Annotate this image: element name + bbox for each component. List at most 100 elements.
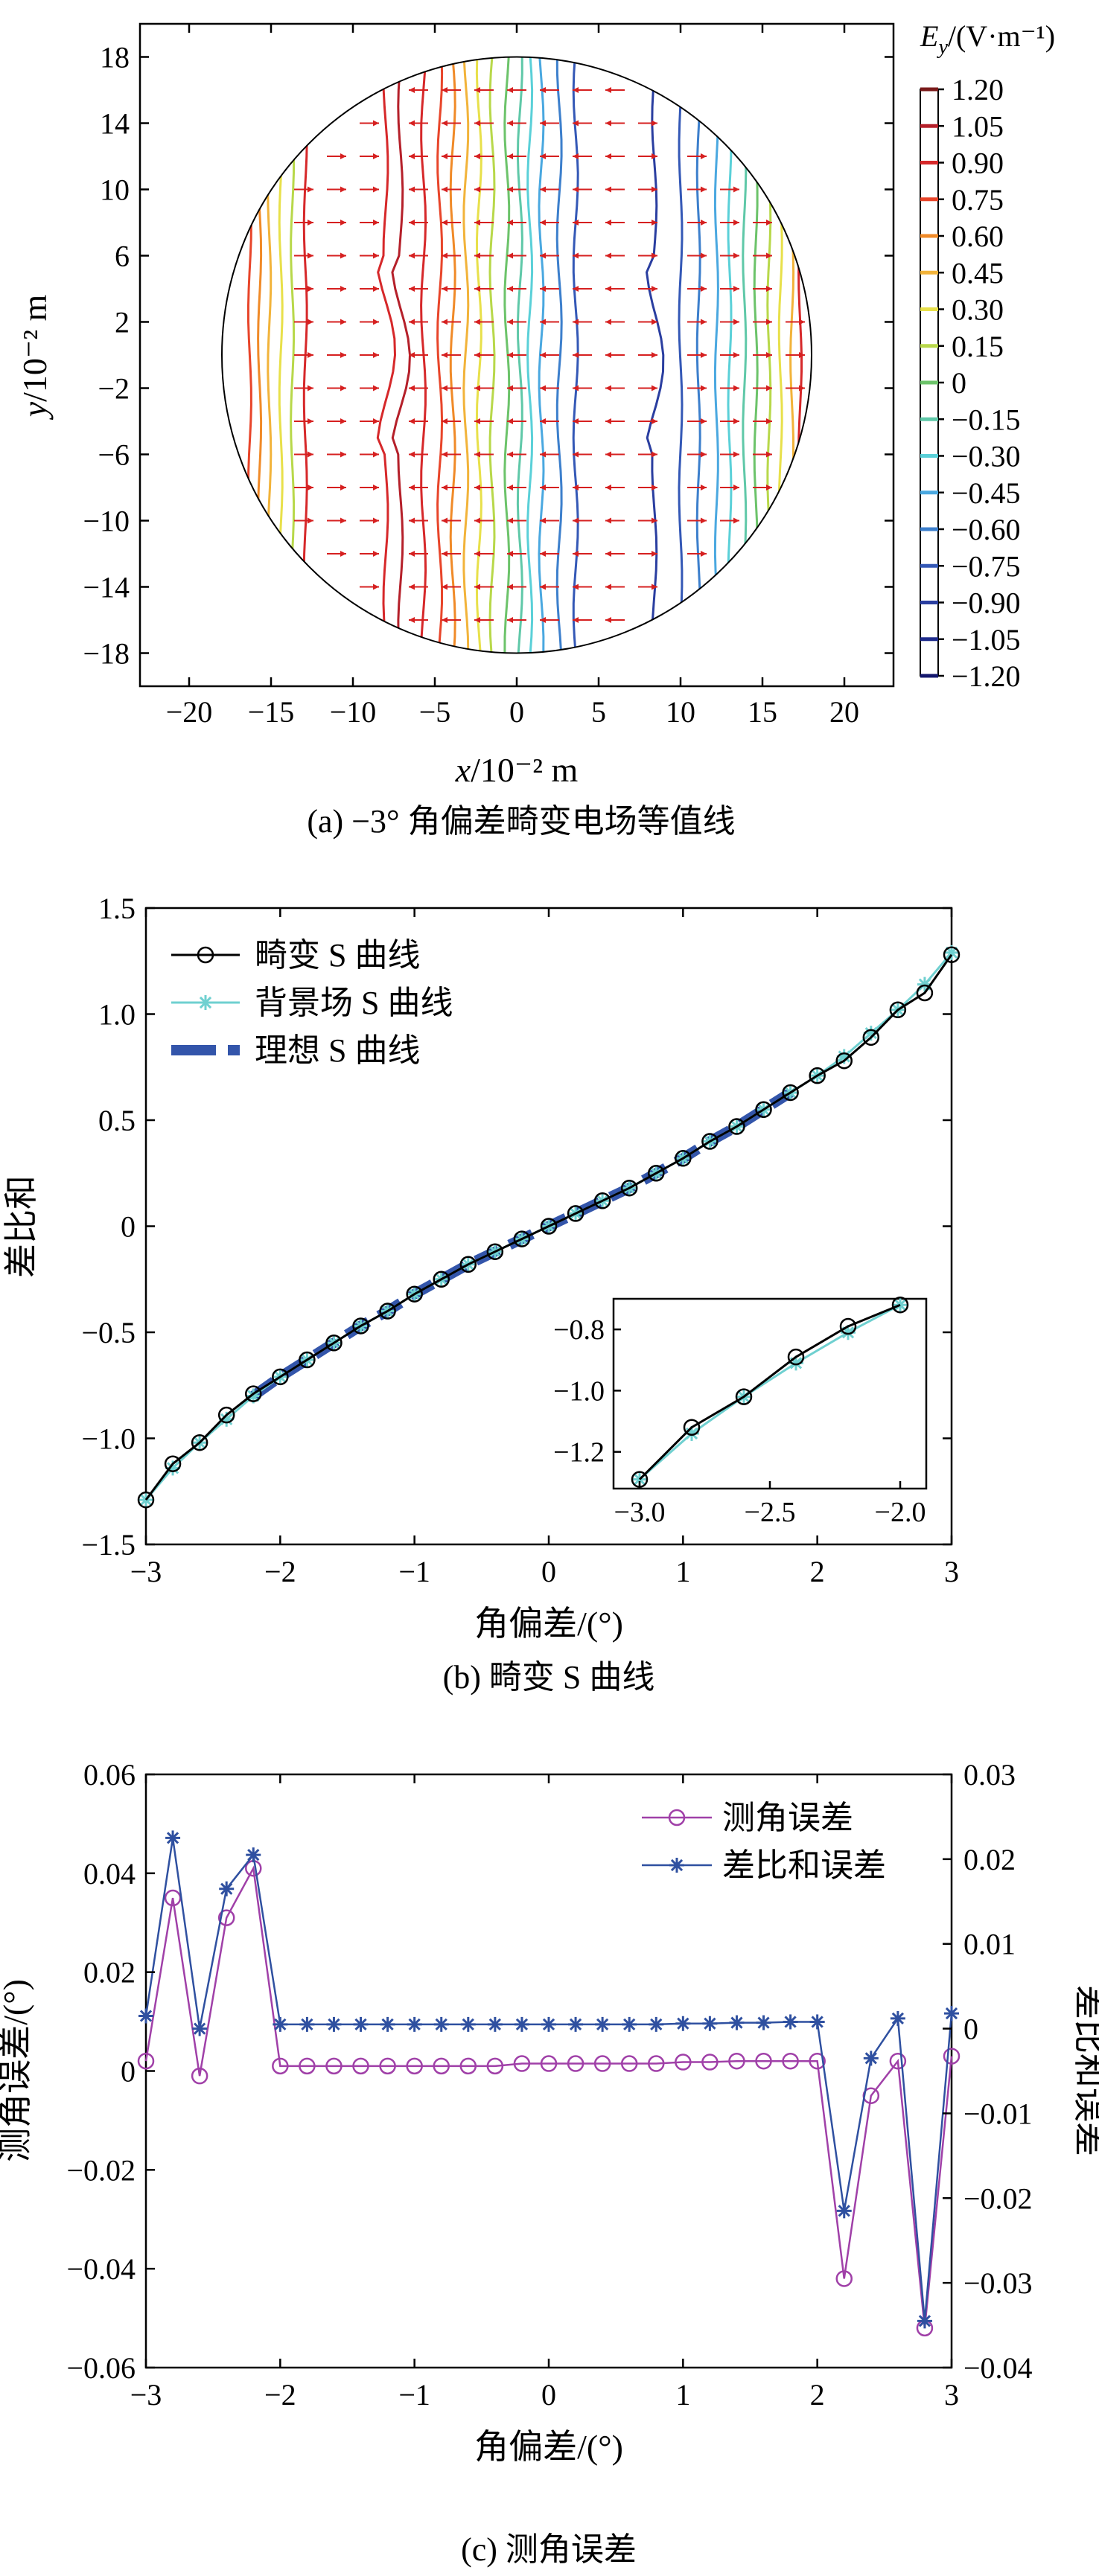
- series-ratio-error-point: [890, 2010, 905, 2026]
- colorbar-label: 1.20: [952, 73, 1004, 106]
- series-distorted-point: [486, 1243, 504, 1260]
- field-arrowhead: [340, 286, 346, 292]
- field-arrowhead: [442, 551, 447, 557]
- field-arrowhead: [766, 220, 772, 226]
- inset-x-tick-label: −3.0: [614, 1497, 666, 1528]
- y-tick-label: 18: [100, 41, 130, 74]
- field-arrowhead: [605, 551, 611, 557]
- field-arrowhead: [373, 286, 379, 292]
- field-arrowhead: [605, 517, 611, 524]
- field-arrowhead: [373, 153, 379, 159]
- field-arrowhead: [573, 617, 579, 623]
- field-arrowhead: [474, 319, 480, 325]
- colorbar-cell: [920, 236, 938, 273]
- field-arrowhead: [442, 617, 447, 623]
- field-arrowhead: [733, 252, 739, 259]
- series-distorted-point: [191, 1434, 208, 1451]
- field-arrowhead: [308, 319, 313, 325]
- field-arrowhead: [605, 584, 611, 590]
- colorbar-label: −0.45: [952, 476, 1021, 510]
- y-tick-label: 14: [100, 107, 130, 141]
- colorbar-cell: [920, 566, 938, 603]
- series-ratio-error-point: [568, 2016, 584, 2032]
- y-tick-label: 2: [115, 306, 130, 339]
- field-arrowhead: [409, 418, 415, 424]
- field-arrowhead: [340, 186, 346, 193]
- series-distorted-point: [943, 946, 961, 963]
- field-arrowhead: [308, 252, 313, 259]
- series-angle-error-point: [620, 2055, 638, 2072]
- panel-c-plot: [137, 1830, 961, 2337]
- field-arrowhead: [701, 252, 707, 259]
- colorbar-label: 0.90: [952, 147, 1004, 180]
- contour-line: [742, 57, 748, 653]
- field-arrowhead: [701, 319, 707, 325]
- series-distorted-point: [137, 1491, 155, 1509]
- field-arrowhead: [540, 286, 546, 292]
- x-tick-label: 1: [675, 2378, 690, 2412]
- series-ratio-error-point-stroke: [462, 2018, 474, 2031]
- field-arrowhead: [340, 352, 346, 358]
- panel-b: −3 −2 −1 0 1 2 3 1.5 1.0 0.5 0 −0.5 −1.0 −1.5 畸变 S 曲线…: [2, 892, 961, 1696]
- field-arrowhead: [573, 286, 579, 292]
- series-distorted-point: [433, 1271, 450, 1288]
- field-arrowhead: [340, 517, 346, 524]
- inset-background-line: [639, 1303, 901, 1480]
- x-tick-label: −20: [166, 695, 213, 729]
- field-arrowhead: [308, 451, 313, 458]
- field-arrowhead: [701, 517, 707, 524]
- field-arrowhead: [474, 120, 480, 127]
- field-arrowhead: [409, 319, 415, 325]
- colorbar-label: −0.30: [952, 440, 1021, 473]
- field-arrowhead: [540, 517, 546, 524]
- field-arrowhead: [507, 220, 513, 226]
- panel-a: −20 −15 −10 −5 0 5 10 15 20 18 14 10 6 2 −2 −6 −10 −14 −18…: [16, 19, 1055, 840]
- series-angle-error-point: [782, 2052, 799, 2070]
- series-angle-error-point: [567, 2055, 584, 2072]
- panel-c-ylabel: 测角误差/(°): [0, 1979, 34, 2162]
- colorbar-cell: [920, 126, 938, 163]
- series-angle-error-line: [144, 1865, 953, 2328]
- colorbar-cell: [920, 639, 938, 676]
- field-arrowhead: [605, 485, 611, 490]
- x-tick-label: 2: [810, 2378, 825, 2412]
- series-distorted-point: [648, 1165, 665, 1182]
- contour-line: [678, 57, 684, 653]
- field-arrowhead: [340, 485, 346, 490]
- field-arrowhead: [340, 252, 346, 259]
- y-tick-label: −0.02: [66, 2153, 136, 2187]
- series-angle-error-point: [540, 2055, 558, 2072]
- field-arrowhead: [373, 352, 379, 358]
- field-arrowhead: [409, 551, 415, 557]
- inset-distorted-point: [839, 1317, 857, 1335]
- colorbar-label: 0.75: [952, 183, 1004, 217]
- field-arrowhead: [605, 186, 611, 193]
- field-arrowhead: [766, 385, 772, 391]
- field-arrowhead: [507, 120, 513, 127]
- series-distorted-point: [755, 1101, 772, 1118]
- y-tick-label: 0.04: [83, 1857, 136, 1891]
- series-distorted-line: [144, 953, 953, 1501]
- colorbar-label: 0.60: [952, 220, 1004, 253]
- series-ratio-error-point-stroke: [488, 2018, 501, 2031]
- series-ratio-error-point-stroke: [166, 1832, 179, 1844]
- contour-line: [376, 57, 397, 653]
- field-arrowhead: [652, 418, 657, 424]
- field-arrowhead: [474, 352, 480, 358]
- x-tick-label: −1: [398, 1555, 430, 1588]
- field-arrowhead: [733, 319, 739, 325]
- x-tick-label: 3: [944, 1555, 959, 1588]
- y2-tick-label: −0.04: [963, 2351, 1033, 2385]
- field-arrowhead: [507, 352, 513, 358]
- field-arrowhead: [652, 120, 657, 127]
- series-ratio-error-point-stroke: [274, 2018, 287, 2031]
- field-arrowhead: [409, 87, 415, 93]
- field-arrowhead: [474, 617, 480, 623]
- inset-distorted-point: [683, 1419, 701, 1436]
- series-angle-error-point: [325, 2057, 343, 2075]
- colorbar-cell: [920, 383, 938, 420]
- series-angle-error-point: [648, 2055, 665, 2072]
- field-arrowhead: [540, 120, 546, 127]
- caption-c: (c) 测角误差: [461, 2531, 637, 2568]
